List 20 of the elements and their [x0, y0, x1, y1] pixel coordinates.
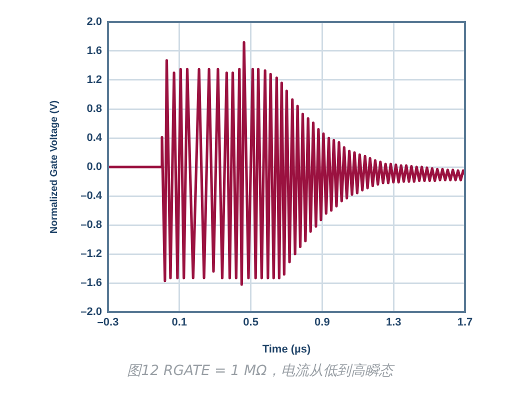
x-tick-label: 0.5 — [243, 316, 258, 329]
x-tick-label: 1.3 — [386, 316, 402, 329]
x-tick-label: 0.1 — [172, 316, 188, 329]
y-tick-label: 1.6 — [86, 45, 102, 58]
y-tick-label: 0.8 — [86, 103, 102, 116]
y-tick-label: –2.0 — [80, 306, 102, 318]
y-tick-label: 2.0 — [86, 16, 102, 28]
y-tick-label: –1.6 — [80, 277, 102, 290]
x-tick-label: 1.7 — [457, 316, 473, 329]
y-tick-label: 1.2 — [86, 74, 102, 86]
x-tick-label: –0.3 — [97, 316, 119, 329]
y-tick-label: –0.4 — [80, 190, 103, 202]
y-tick-label: 0.4 — [86, 132, 103, 144]
y-axis-title: Normalized Gate Voltage (V) — [48, 100, 60, 234]
caption: 图12 RGATE = 1 MΩ，电流从低到高瞬态 — [126, 362, 396, 380]
x-axis-title: Time (µs) — [262, 343, 311, 356]
x-tick-label: 0.9 — [314, 316, 330, 329]
y-tick-label: 0.0 — [86, 161, 102, 174]
y-tick-label: –1.2 — [80, 248, 102, 260]
y-tick-label: –0.8 — [80, 219, 102, 232]
